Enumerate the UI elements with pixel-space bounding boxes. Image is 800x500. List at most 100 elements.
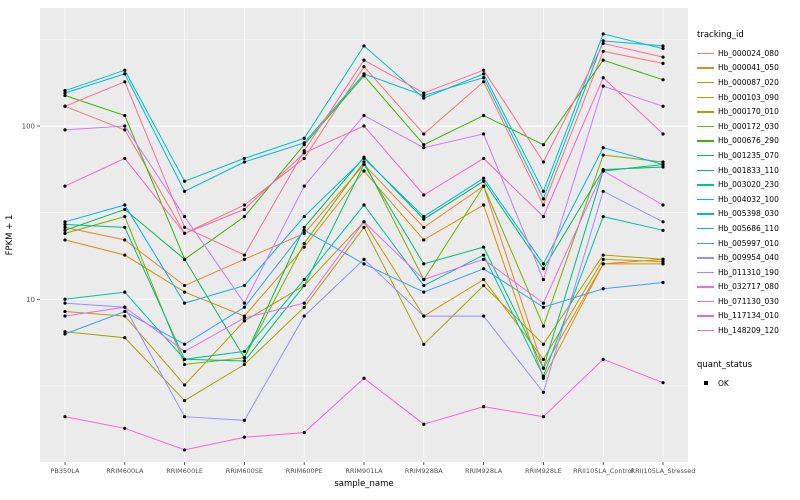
data-point [601, 169, 605, 173]
data-point [183, 349, 187, 354]
series-color-key-icon [697, 150, 714, 160]
data-point [362, 220, 366, 224]
legend-item-label: Hb_005686_110 [718, 223, 779, 233]
data-point [242, 349, 246, 354]
data-point [183, 362, 187, 367]
data-point [661, 160, 665, 164]
data-point [123, 124, 127, 128]
data-point [63, 415, 67, 419]
data-point [242, 435, 246, 439]
data-point [63, 91, 67, 95]
data-point [302, 231, 306, 235]
data-point [362, 203, 366, 207]
data-point [482, 245, 486, 249]
legend-item-label: Hb_001235_070 [718, 150, 779, 160]
data-point [601, 146, 605, 150]
data-point [422, 277, 426, 282]
data-point [63, 231, 67, 235]
data-point [242, 253, 246, 257]
data-point [183, 383, 187, 387]
quant-status-legend: quant_status OK [697, 360, 797, 391]
data-point [302, 245, 306, 249]
legend-title-tracking-id: tracking_id [697, 30, 744, 40]
data-point [302, 314, 306, 318]
data-point [482, 179, 486, 183]
data-point [242, 203, 246, 207]
legend-item: Hb_000170_010 [697, 104, 797, 119]
data-point [183, 357, 187, 361]
x-tick-label: PB350LA [50, 467, 80, 475]
data-point [482, 132, 486, 136]
data-point [242, 305, 246, 309]
legend-item-label: Hb_000087_020 [718, 77, 779, 87]
x-tick-label: RRIM600SE [226, 467, 263, 475]
data-point [422, 422, 426, 426]
x-tick-label: RRIM600LA [106, 467, 144, 475]
data-point [601, 189, 605, 193]
data-point [541, 262, 546, 266]
legend-item: Hb_032717_080 [697, 280, 797, 295]
data-point [123, 314, 127, 318]
data-point [123, 426, 127, 430]
data-point [601, 253, 605, 257]
data-point [422, 314, 426, 318]
data-point [541, 160, 546, 164]
data-point [601, 58, 605, 62]
legend-item: Hb_000024_080 [697, 46, 797, 61]
legend-item: Hb_000172_030 [697, 119, 797, 134]
legend-item-ok: OK [697, 376, 797, 391]
data-point [482, 76, 486, 80]
series-color-key-icon [697, 267, 714, 277]
x-tick-label: RRIM600PE [286, 467, 323, 475]
data-point [183, 399, 187, 403]
data-point [302, 277, 306, 282]
data-point [541, 197, 546, 201]
legend-item: Hb_000087_020 [697, 75, 797, 90]
data-point [63, 297, 67, 301]
data-point [302, 149, 306, 153]
data-point [123, 128, 127, 132]
data-point [302, 215, 306, 219]
legend-item-label: Hb_000024_080 [718, 48, 779, 58]
legend-item-label: Hb_001833_110 [718, 165, 779, 175]
series-color-key-icon [697, 121, 714, 131]
y-axis-title: FPKM + 1 [5, 215, 15, 256]
legend-item: Hb_011310_190 [697, 265, 797, 280]
data-point [541, 215, 546, 219]
data-point [541, 342, 546, 346]
data-point [661, 78, 665, 82]
legend-item-label: Hb_000170_010 [718, 107, 779, 117]
data-point [601, 257, 605, 261]
data-point [661, 46, 665, 51]
data-point [661, 162, 665, 167]
data-point [601, 287, 605, 291]
data-point [242, 362, 246, 367]
series-color-key-icon [697, 136, 714, 146]
data-point [422, 290, 426, 294]
legend-item-label: Hb_000041_050 [718, 63, 779, 73]
legend-item: Hb_117134_010 [697, 309, 797, 324]
data-point [183, 231, 187, 235]
data-point [63, 184, 67, 188]
data-point [242, 356, 246, 360]
data-point [422, 96, 426, 100]
data-point [362, 156, 366, 161]
data-point [482, 176, 486, 180]
y-tick-label: 100 [22, 123, 35, 131]
data-point [601, 76, 605, 80]
data-point [302, 225, 306, 229]
data-point [63, 309, 67, 314]
data-point [63, 332, 67, 336]
data-point [541, 267, 546, 271]
data-point [123, 72, 127, 76]
data-point [183, 215, 187, 219]
legend-item-label: OK [718, 378, 729, 388]
series-color-key-icon [697, 194, 714, 204]
data-point [661, 257, 665, 261]
data-point [362, 225, 366, 229]
data-point [123, 238, 127, 242]
legend-item: Hb_001235_070 [697, 148, 797, 163]
data-point [362, 160, 366, 164]
data-point [362, 169, 366, 173]
